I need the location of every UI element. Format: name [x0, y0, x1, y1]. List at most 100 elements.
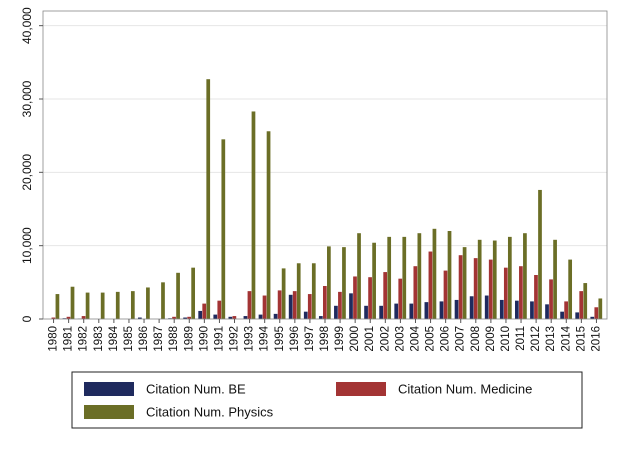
- bar-citation-num-medicine-1998: [323, 286, 327, 319]
- y-tick-label: 0: [20, 315, 34, 322]
- bar-citation-num-physics-2013: [553, 240, 557, 319]
- x-tick-label: 2016: [590, 326, 602, 352]
- bar-citation-num-be-2015: [575, 312, 579, 319]
- x-tick-label: 2007: [455, 326, 467, 352]
- x-tick-label: 2005: [425, 326, 437, 352]
- bar-citation-num-medicine-2013: [549, 279, 553, 319]
- x-tick-label: 1994: [259, 325, 271, 351]
- x-tick-label: 2001: [364, 326, 376, 352]
- x-tick-label: 2003: [394, 326, 406, 352]
- bar-citation-num-medicine-1994: [263, 296, 267, 319]
- bar-citation-num-be-2011: [515, 301, 519, 319]
- x-tick-label: 1996: [289, 326, 301, 352]
- bar-citation-num-medicine-1993: [248, 291, 252, 319]
- bar-citation-num-physics-2011: [523, 233, 527, 319]
- x-tick-label: 2013: [545, 326, 557, 352]
- bar-citation-num-physics-2012: [538, 190, 542, 319]
- x-tick-label: 2000: [349, 326, 361, 352]
- x-tick-label: 1982: [78, 326, 90, 352]
- legend-box: [72, 372, 582, 428]
- x-tick-label: 1992: [229, 326, 241, 352]
- bar-citation-num-be-1996: [289, 295, 293, 319]
- bar-citation-num-physics-1999: [342, 247, 346, 319]
- bar-citation-num-medicine-1996: [293, 291, 297, 319]
- bar-citation-num-physics-1994: [267, 131, 271, 319]
- bar-citation-num-be-1994: [259, 315, 263, 319]
- legend-swatch: [336, 382, 386, 396]
- bar-citation-num-medicine-1982: [82, 316, 86, 319]
- bar-citation-num-be-2010: [500, 300, 504, 319]
- bar-citation-num-be-1995: [274, 314, 278, 319]
- bar-citation-num-physics-2000: [357, 233, 361, 319]
- bar-citation-num-be-2009: [485, 296, 489, 319]
- x-tick-label: 1985: [123, 326, 135, 352]
- bar-citation-num-medicine-2014: [564, 301, 568, 319]
- x-tick-label: 1987: [153, 326, 165, 352]
- x-tick-label: 2009: [485, 326, 497, 352]
- x-tick-label: 1990: [198, 326, 210, 352]
- x-tick-label: 2006: [440, 326, 452, 352]
- bar-citation-num-physics-2002: [387, 237, 391, 319]
- bar-citation-num-medicine-2001: [368, 277, 372, 319]
- bar-citation-num-medicine-2000: [353, 276, 357, 319]
- bar-citation-num-physics-1986: [146, 287, 150, 319]
- x-tick-label: 1986: [138, 326, 150, 352]
- bar-citation-num-physics-1993: [252, 111, 256, 319]
- bar-citation-num-physics-1990: [206, 79, 210, 319]
- bar-citation-num-physics-2014: [568, 260, 572, 319]
- bar-citation-num-medicine-1995: [278, 290, 282, 319]
- legend-swatch: [84, 405, 134, 419]
- bar-citation-num-be-2005: [425, 302, 429, 319]
- bar-citation-num-physics-2006: [448, 231, 452, 319]
- y-tick-label: 40,000: [20, 7, 34, 44]
- bar-citation-num-physics-2009: [493, 241, 497, 319]
- bar-citation-num-be-1999: [334, 306, 338, 319]
- bar-citation-num-medicine-1992: [233, 316, 237, 319]
- bar-citation-num-be-2013: [545, 304, 549, 319]
- x-tick-label: 1999: [334, 326, 346, 352]
- bar-citation-num-physics-1983: [101, 293, 105, 319]
- bar-citation-num-physics-1984: [116, 292, 120, 319]
- bar-citation-num-medicine-2011: [519, 266, 523, 319]
- x-tick-label: 2010: [500, 326, 512, 352]
- bar-citation-num-physics-2005: [433, 229, 437, 319]
- bar-citation-num-physics-1995: [282, 268, 286, 319]
- x-tick-label: 1988: [168, 326, 180, 352]
- bar-citation-num-physics-2007: [463, 247, 467, 319]
- legend-label: Citation Num. Medicine: [398, 382, 532, 397]
- bar-citation-num-be-1990: [198, 311, 202, 319]
- bar-citation-num-be-2007: [455, 300, 459, 319]
- bar-citation-num-physics-1988: [176, 273, 180, 319]
- bar-citation-num-be-2004: [409, 304, 413, 319]
- x-tick-label: 1980: [48, 326, 60, 352]
- x-tick-label: 2008: [470, 326, 482, 352]
- bar-citation-num-medicine-2010: [504, 268, 508, 319]
- bar-citation-num-physics-1982: [86, 293, 90, 319]
- bar-citation-num-be-2006: [440, 301, 444, 319]
- x-tick-label: 1983: [93, 326, 105, 352]
- bar-citation-num-physics-1987: [161, 282, 165, 319]
- bar-citation-num-be-1998: [319, 316, 323, 319]
- legend-label: Citation Num. Physics: [146, 405, 274, 420]
- x-tick-label: 2012: [530, 326, 542, 352]
- bar-citation-num-be-2008: [470, 296, 474, 319]
- bar-citation-num-medicine-2015: [579, 291, 583, 319]
- bar-citation-num-medicine-2016: [594, 307, 598, 319]
- bar-citation-num-be-2012: [530, 301, 534, 319]
- bar-citation-num-physics-1981: [71, 287, 75, 319]
- bar-citation-num-medicine-2008: [474, 258, 478, 319]
- bar-citation-num-medicine-1999: [338, 292, 342, 319]
- bar-citation-num-physics-1996: [297, 263, 301, 319]
- bar-citation-num-medicine-2005: [429, 252, 433, 319]
- x-tick-label: 2011: [515, 326, 527, 351]
- bar-citation-num-medicine-2012: [534, 275, 538, 319]
- bar-citation-num-medicine-1990: [202, 304, 206, 319]
- bars: [52, 79, 603, 319]
- x-tick-label: 1981: [63, 326, 75, 352]
- bar-citation-num-be-2002: [379, 306, 383, 319]
- bar-citation-num-physics-2008: [478, 240, 482, 319]
